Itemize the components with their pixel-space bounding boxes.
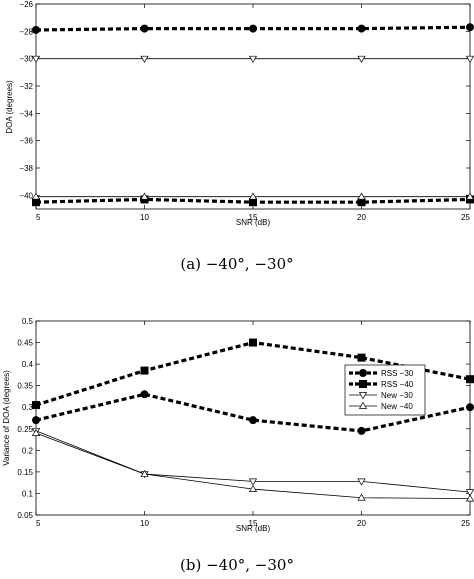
data-point [357,198,366,207]
data-point [249,24,257,33]
data-point [465,55,474,63]
legend-marker [359,369,367,377]
data-point [248,55,258,63]
legend-label: New −40 [381,402,413,411]
data-point [31,428,41,436]
y-tick-label: 0.25 [17,425,33,434]
y-tick-label: 0.3 [22,403,34,412]
legend-label: New −30 [381,391,413,400]
data-point [31,192,41,200]
y-axis-label-a: DOA (degrees) [5,80,14,134]
data-point [248,484,258,492]
data-point [357,353,366,362]
y-tick-label: 0.1 [22,489,34,498]
x-tick-label: 20 [357,213,366,222]
y-axis-label-b: Variance of DOA (degrees) [2,370,11,466]
y-tick-label: 0.5 [22,317,34,326]
y-tick-label: 0.45 [17,339,33,348]
y-tick-label: 0.15 [17,468,33,477]
chart-panel-b: 0.05 0.1 0.15 0.2 0.25 0.3 0.35 0.4 0.45 0.5 5 10 1… [2,317,474,574]
series-group-a [31,23,474,207]
x-tick-labels-a: 5 10 15 20 25 [36,213,471,222]
data-point [140,366,149,375]
plot-frame-a [35,3,471,210]
legend-marker [359,380,367,388]
y-tick-labels-b: 0.05 0.1 0.15 0.2 0.25 0.3 0.35 0.4 0.45 0.5 [17,317,33,520]
data-point [466,403,474,412]
x-tick-label: 15 [249,519,258,528]
data-point [249,416,257,425]
x-tick-labels-b: 5 10 15 20 25 [36,519,471,528]
data-point [248,478,258,486]
data-point [357,55,366,63]
x-tick-label: 10 [140,519,149,528]
x-axis-label-a: SNR (dB) [236,218,271,227]
x-tick-label: 25 [461,213,470,222]
y-tick-labels-a: −26 −28 −30 −32 −34 −36 −38 −40 [19,0,33,200]
data-point [32,198,40,207]
legend-label: RSS −30 [381,369,414,378]
legend-label: RSS −40 [381,380,414,389]
x-axis-label-b: SNR (dB) [236,524,271,533]
data-point [357,478,366,486]
y-tick-label: −26 [19,0,33,9]
caption-b: (b) −40°, −30° [180,556,294,574]
data-point [466,23,474,32]
y-tick-label: −36 [19,137,33,146]
tick-marks-a [35,3,471,209]
x-tick-label: 5 [36,213,41,222]
caption-a: (a) −40°, −30° [180,255,293,273]
y-tick-label: 0.35 [17,382,33,391]
y-tick-label: 0.2 [22,446,34,455]
x-tick-label: 10 [140,213,149,222]
data-point [249,198,257,207]
y-tick-label: 0.4 [22,360,34,369]
y-tick-label: −28 [19,27,33,36]
data-point [140,192,149,200]
legend-marker [358,392,368,400]
data-point [140,55,149,63]
data-point [357,24,366,33]
series-line [35,392,471,433]
x-tick-label: 5 [36,519,41,528]
y-tick-label: −32 [19,82,33,91]
data-point [465,489,474,497]
data-point [249,338,257,347]
data-point [357,192,366,200]
data-point [465,192,474,200]
x-tick-label: 20 [357,519,366,528]
data-point [357,493,366,501]
data-point [140,24,149,33]
series-group-b [31,338,474,502]
data-point [31,55,41,63]
data-point [248,192,258,200]
data-point [140,390,149,399]
data-point [465,494,474,502]
x-tick-label: 15 [249,213,258,222]
y-tick-label: −34 [19,109,33,118]
chart-panel-a: −26 −28 −30 −32 −34 −36 −38 −40 5 10 15 20 25 SNR (… [5,0,474,273]
data-point [32,401,40,410]
x-tick-label: 25 [461,519,470,528]
y-tick-label: −38 [19,164,33,173]
y-tick-label: 0.05 [17,511,33,520]
data-point [140,469,149,477]
data-point [32,25,40,34]
legend-marker [358,401,368,409]
data-point [32,416,40,425]
data-point [357,426,366,435]
y-tick-label: −40 [19,191,33,200]
legend-b: RSS −30 RSS −40 New −30 New −40 [344,364,426,416]
data-point [466,375,474,384]
y-tick-label: −30 [19,55,33,64]
